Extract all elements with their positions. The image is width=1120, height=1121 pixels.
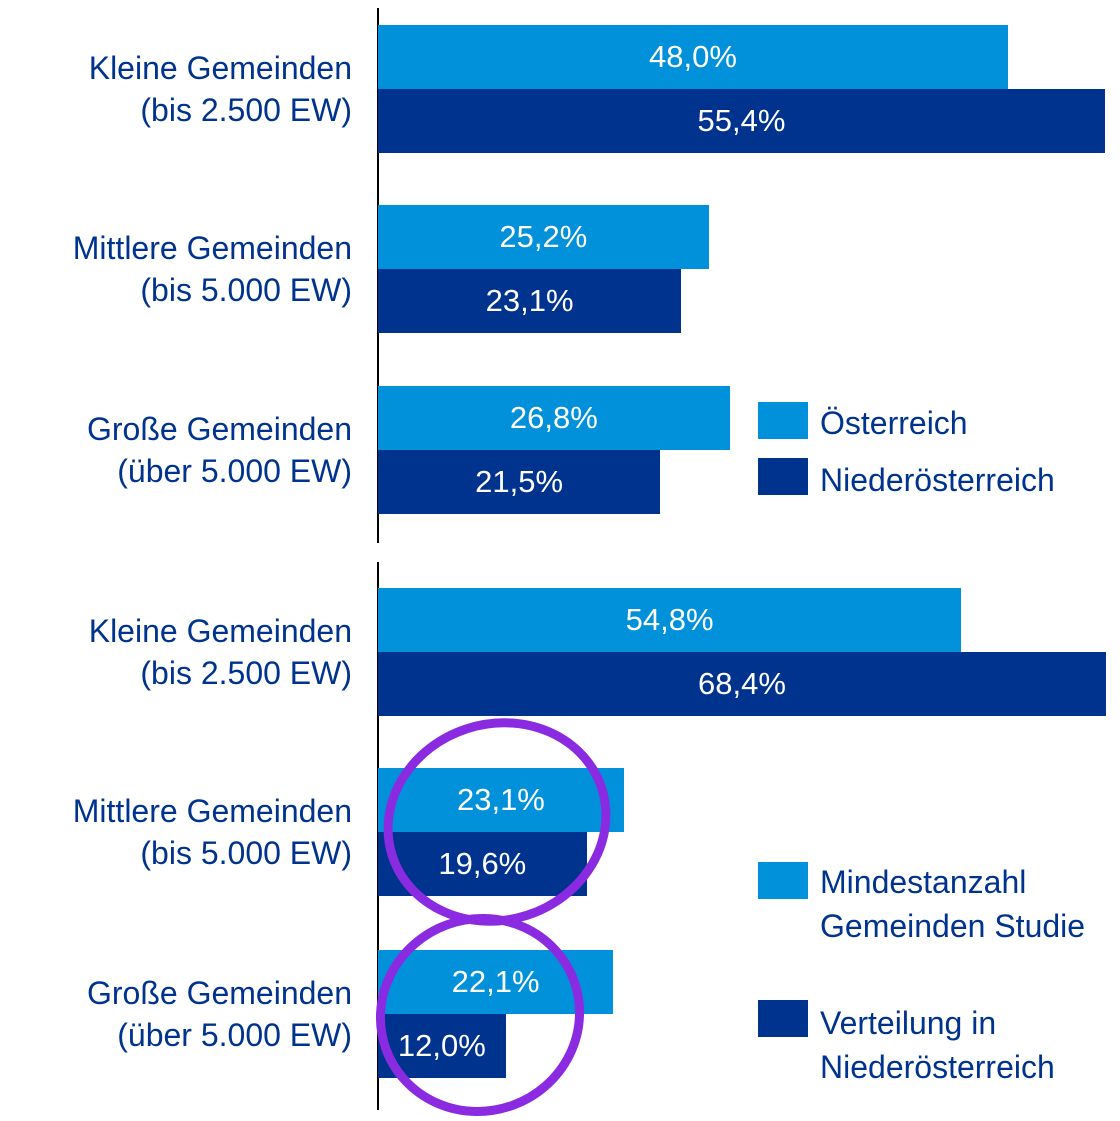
bar [378,450,661,514]
bar [378,386,730,450]
value-label: 23,1% [485,283,574,318]
legend-swatch [758,402,808,439]
category-label: (über 5.000 EW) [117,453,352,489]
category-label: Große Gemeinden [86,411,352,447]
legend-label: Österreich [820,405,968,441]
legend-swatch [758,862,808,899]
bar [378,89,1105,153]
category-label: Kleine Gemeinden [88,613,352,649]
category-label: Kleine Gemeinden [88,50,352,86]
value-label: 12,0% [397,1028,486,1063]
value-label: 48,0% [648,39,737,74]
value-label: 25,2% [499,219,588,254]
bar [378,269,682,333]
bar [378,205,709,269]
bar [378,652,1106,716]
value-label: 54,8% [625,602,714,637]
bar [378,588,962,652]
category-label: (bis 5.000 EW) [140,272,352,308]
bar [378,25,1008,89]
legend-label: Verteilung in Niederösterreich [820,1005,1055,1085]
category-label: (bis 2.500 EW) [140,92,352,128]
category-label: Große Gemeinden [86,975,352,1011]
category-label: (über 5.000 EW) [117,1017,352,1053]
value-label: 22,1% [451,964,540,999]
legend-swatch [758,458,808,495]
category-label: (bis 5.000 EW) [140,835,352,871]
value-label: 26,8% [509,400,598,435]
legend-label: Niederösterreich [820,462,1055,498]
category-label: (bis 2.500 EW) [140,655,352,691]
legend-label: Mindestanzahl Gemeinden Studie [820,864,1086,944]
legend-swatch [758,1000,808,1037]
category-label: Mittlere Gemeinden [72,793,352,829]
value-label: 68,4% [698,666,786,701]
value-label: 23,1% [456,782,545,817]
value-label: 55,4% [697,103,786,138]
value-label: 21,5% [475,464,564,499]
category-label: Mittlere Gemeinden [72,230,352,266]
value-label: 19,6% [438,846,527,881]
